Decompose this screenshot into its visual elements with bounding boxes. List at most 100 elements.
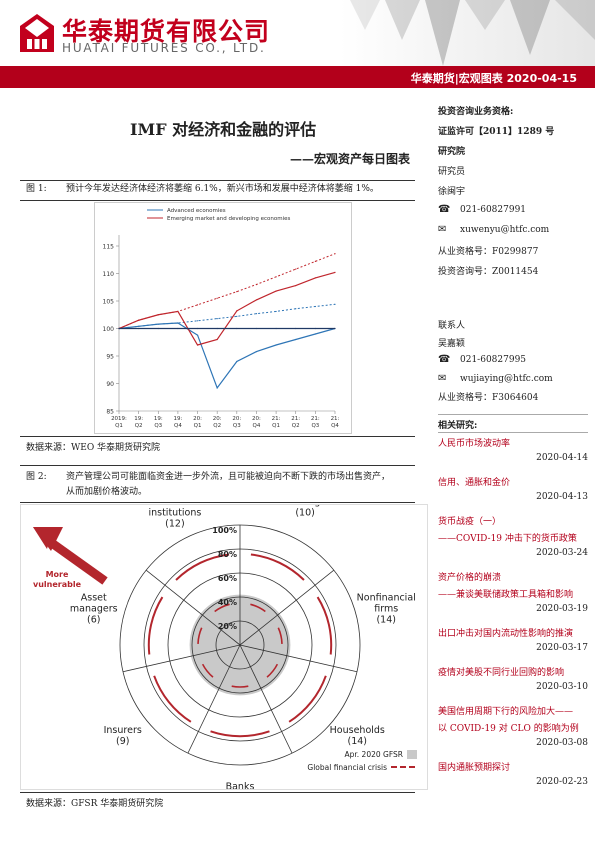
data-point: [157, 327, 159, 330]
data-point: [157, 314, 159, 316]
spoke: [239, 569, 335, 646]
data-point: [295, 327, 297, 330]
arrow-label: More: [46, 570, 69, 579]
analyst2-email-value[interactable]: wujiaying@htfc.com: [460, 374, 553, 384]
data-point: [216, 297, 218, 299]
institute-label: 研究院: [438, 147, 466, 157]
related-item-title[interactable]: 美国信用周期下行的风险加大——: [438, 707, 574, 717]
analyst1-cert1: 从业资格号：F0299877: [438, 247, 539, 257]
data-point: [334, 303, 336, 305]
data-point: [334, 271, 336, 273]
gfc-arc: [288, 675, 327, 723]
x-tick-label-bottom: Q2: [213, 423, 221, 429]
data-point: [216, 327, 218, 330]
data-point: [255, 351, 258, 353]
data-point: [177, 322, 179, 324]
analyst1-email-value[interactable]: xuwenyu@htfc.com: [460, 225, 550, 235]
related-item-title[interactable]: ——兼谈美联储政策工具箱和影响: [438, 590, 574, 600]
data-point: [275, 276, 277, 278]
fig2-source: 数据来源：GFSR 华泰期货研究院: [26, 799, 164, 809]
fig2-number: 图 2:: [26, 472, 47, 482]
x-tick-label-bottom: Q2: [135, 423, 143, 429]
x-tick-label-bottom: Q4: [253, 423, 261, 429]
fig2-radar-chart: 20%40%60%80%100%Sovereigns(10)Nonfinanci…: [33, 485, 417, 804]
x-tick-label-bottom: Q3: [311, 423, 319, 429]
sidebar-rule: [438, 432, 588, 433]
spoke: [145, 569, 241, 646]
fig1-chart-frame: 85 90 95 100 105 110 115 2019: Q1 19: Q2 19: Q3 19: Q4…: [94, 202, 352, 434]
data-point: [118, 327, 120, 330]
y-tick-label: 95: [106, 354, 114, 361]
category-label: firms: [374, 604, 398, 615]
header-decoration: [340, 0, 595, 66]
gfc-arc: [210, 730, 270, 738]
x-tick-label-top: 20:: [193, 416, 202, 422]
legend-swatch: [407, 750, 417, 759]
role-label: 研究员: [438, 167, 466, 177]
data-point: [216, 338, 218, 341]
series-line-3: [118, 253, 336, 329]
gfc-arc: [175, 553, 230, 581]
analyst1-email[interactable]: ✉ xuwenyu@htfc.com: [438, 224, 549, 235]
gfc-arc: [250, 603, 266, 613]
legend-label: Global financial crisis: [307, 763, 387, 772]
report-banner: 华泰期货|宏观图表 2020-04-15: [0, 66, 595, 88]
fig1-caption: 图 1: 预计今年发达经济体经济将萎缩 6.1%，新兴市场和发展中经济体将萎缩 1…: [26, 182, 379, 197]
data-point: [216, 318, 218, 320]
related-item-title[interactable]: 人民币市场波动率: [438, 439, 511, 449]
gfc-arc: [147, 596, 164, 655]
gfc-arc: [214, 603, 230, 613]
category-label: (9): [116, 736, 129, 747]
fig2-caption-line1: 资产管理公司可能面临资金进一步外流，且可能被迫向不断下跌的市场出售资产，: [66, 472, 391, 482]
data-point: [196, 320, 199, 322]
data-point: [275, 310, 277, 313]
rule: [20, 792, 415, 793]
related-item-date: 2020-03-24: [536, 548, 588, 558]
phone-icon: ☎: [438, 204, 451, 215]
analyst1-cert2: 投资咨询号：Z0011454: [438, 267, 539, 277]
data-point: [236, 327, 238, 330]
analyst2-phone-value: 021-60827995: [460, 355, 527, 365]
report-title: IMF 对经济和金融的评估: [130, 120, 317, 139]
category-label: Insurers: [104, 725, 142, 736]
analyst1-name: 徐闽宇: [438, 187, 466, 197]
data-point: [216, 387, 218, 389]
related-item-date: 2020-04-13: [536, 492, 588, 502]
related-item-title[interactable]: 出口冲击对国内流动性影响的推演: [438, 629, 574, 639]
related-item-title[interactable]: 货币战疫（一）: [438, 517, 502, 527]
rule: [20, 180, 415, 181]
gfc-arc: [277, 627, 283, 644]
related-item-title[interactable]: 资产价格的崩溃: [438, 573, 502, 583]
fig2-caption: 图 2: 资产管理公司可能面临资金进一步外流，且可能被迫向不断下跌的市场出售资产，…: [26, 470, 390, 500]
ring-label: 20%: [218, 622, 237, 631]
y-tick-label: 110: [103, 271, 115, 278]
ring-label: 60%: [218, 574, 237, 583]
data-point: [196, 334, 199, 336]
arrow-shaft: [46, 537, 108, 585]
data-point: [138, 325, 140, 327]
data-point: [196, 344, 199, 346]
related-item-title[interactable]: ——COVID-19 冲击下的货币政策: [438, 534, 577, 544]
data-point: [255, 299, 258, 301]
related-item-title[interactable]: 信用、通胀和金价: [438, 478, 511, 488]
x-tick-label-top: 20:: [232, 416, 241, 422]
related-item-title[interactable]: 以 COVID-19 对 CLO 的影响为例: [438, 724, 579, 734]
x-tick-label-bottom: Q2: [292, 423, 300, 429]
x-tick-label-bottom: Q1: [194, 423, 202, 429]
x-tick-label-bottom: Q3: [154, 423, 162, 429]
y-tick-label: 115: [103, 244, 115, 251]
ring-label: 100%: [212, 526, 237, 535]
data-point: [295, 285, 297, 287]
company-name-en: HUATAI FUTURES CO., LTD.: [62, 41, 266, 55]
data-point: [295, 308, 297, 310]
data-point: [314, 327, 316, 330]
related-item-date: 2020-02-23: [536, 777, 588, 787]
rule: [20, 436, 415, 437]
data-point: [236, 315, 238, 317]
category-label: (14): [348, 736, 368, 747]
report-subtitle: ——宏观资产每日图表: [289, 152, 410, 166]
analyst2-email[interactable]: ✉ wujiaying@htfc.com: [438, 373, 553, 384]
related-item-title[interactable]: 疫情对美股不同行业回购的影响: [438, 668, 565, 678]
analyst1-phone: ☎ 021-60827991: [438, 204, 526, 215]
related-item-title[interactable]: 国内通胀预期探讨: [438, 763, 511, 773]
